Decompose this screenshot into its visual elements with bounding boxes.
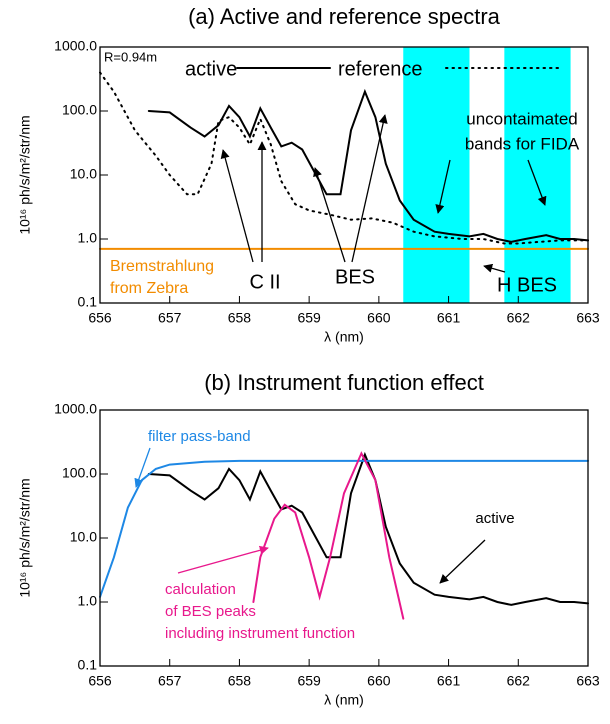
y-axis-label: 10¹⁶ ph/s/m²/str/nm	[17, 478, 33, 597]
panel: (b) Instrument function effect 656 657 658 6…	[17, 370, 600, 708]
annotation: C II	[249, 271, 280, 293]
panel: (a) Active and reference spectra 656 657 65…	[17, 4, 600, 345]
y-tick-label: 100.0	[62, 465, 97, 481]
x-tick-label: 660	[367, 673, 391, 689]
annotation: bands for FIDA	[465, 134, 580, 153]
annotation: BES	[335, 266, 375, 288]
x-tick-label: 660	[367, 310, 391, 326]
series-line	[147, 451, 589, 606]
x-tick-label: 663	[576, 673, 600, 689]
x-tick-label: 661	[437, 673, 461, 689]
y-tick-label: 1.0	[78, 230, 98, 246]
x-tick-label: 657	[158, 673, 182, 689]
y-tick-label: 10.0	[70, 166, 97, 182]
annotation: uncontaimated	[466, 109, 578, 128]
y-tick-label: 0.1	[78, 657, 98, 673]
x-tick-label: 662	[507, 673, 531, 689]
band	[403, 47, 470, 303]
arrow	[483, 263, 506, 273]
annotation: of BES peaks	[165, 603, 256, 620]
x-tick-label: 658	[228, 673, 252, 689]
x-tick-label: 658	[228, 310, 252, 326]
series-line	[252, 451, 405, 620]
annotation: calculation	[165, 581, 236, 598]
band	[504, 47, 571, 303]
arrow	[220, 149, 254, 263]
x-axis-label: λ (nm)	[324, 692, 364, 708]
chart-title: (a) Active and reference spectra	[188, 4, 501, 29]
x-tick-label: 662	[507, 310, 531, 326]
x-tick-label: 656	[88, 673, 112, 689]
x-tick-label: 656	[88, 310, 112, 326]
x-tick-label: 663	[576, 310, 600, 326]
y-tick-label: 0.1	[78, 294, 98, 310]
x-tick-label: 661	[437, 310, 461, 326]
y-axis-label: 10¹⁶ ph/s/m²/str/nm	[17, 115, 33, 234]
chart-title: (b) Instrument function effect	[204, 370, 484, 395]
annotation: R=0.94m	[104, 49, 157, 64]
arrow	[435, 159, 451, 214]
arrow	[313, 167, 346, 263]
x-tick-label: 659	[297, 310, 321, 326]
annotation: H BES	[497, 274, 557, 296]
annotation: filter pass-band	[148, 428, 251, 445]
legend-label: reference	[338, 58, 423, 80]
annotation: Bremstrahlung	[110, 258, 214, 275]
y-tick-label: 100.0	[62, 102, 97, 118]
x-axis-label: λ (nm)	[324, 329, 364, 345]
annotation: from Zebra	[110, 280, 188, 297]
arrow	[177, 545, 269, 574]
legend-label: active	[185, 58, 237, 80]
y-tick-label: 1000.0	[54, 38, 97, 54]
annotation: including instrument function	[165, 625, 355, 642]
x-tick-label: 659	[297, 673, 321, 689]
y-tick-label: 10.0	[70, 529, 97, 545]
arrow	[351, 114, 388, 263]
series-line	[147, 88, 589, 243]
series-line	[99, 459, 589, 598]
y-tick-label: 1000.0	[54, 401, 97, 417]
arrow	[439, 539, 486, 584]
y-tick-label: 1.0	[78, 593, 98, 609]
x-tick-label: 657	[158, 310, 182, 326]
arrow	[134, 447, 151, 488]
series-line	[99, 71, 589, 245]
annotation: active	[475, 510, 514, 527]
arrow	[527, 159, 547, 206]
